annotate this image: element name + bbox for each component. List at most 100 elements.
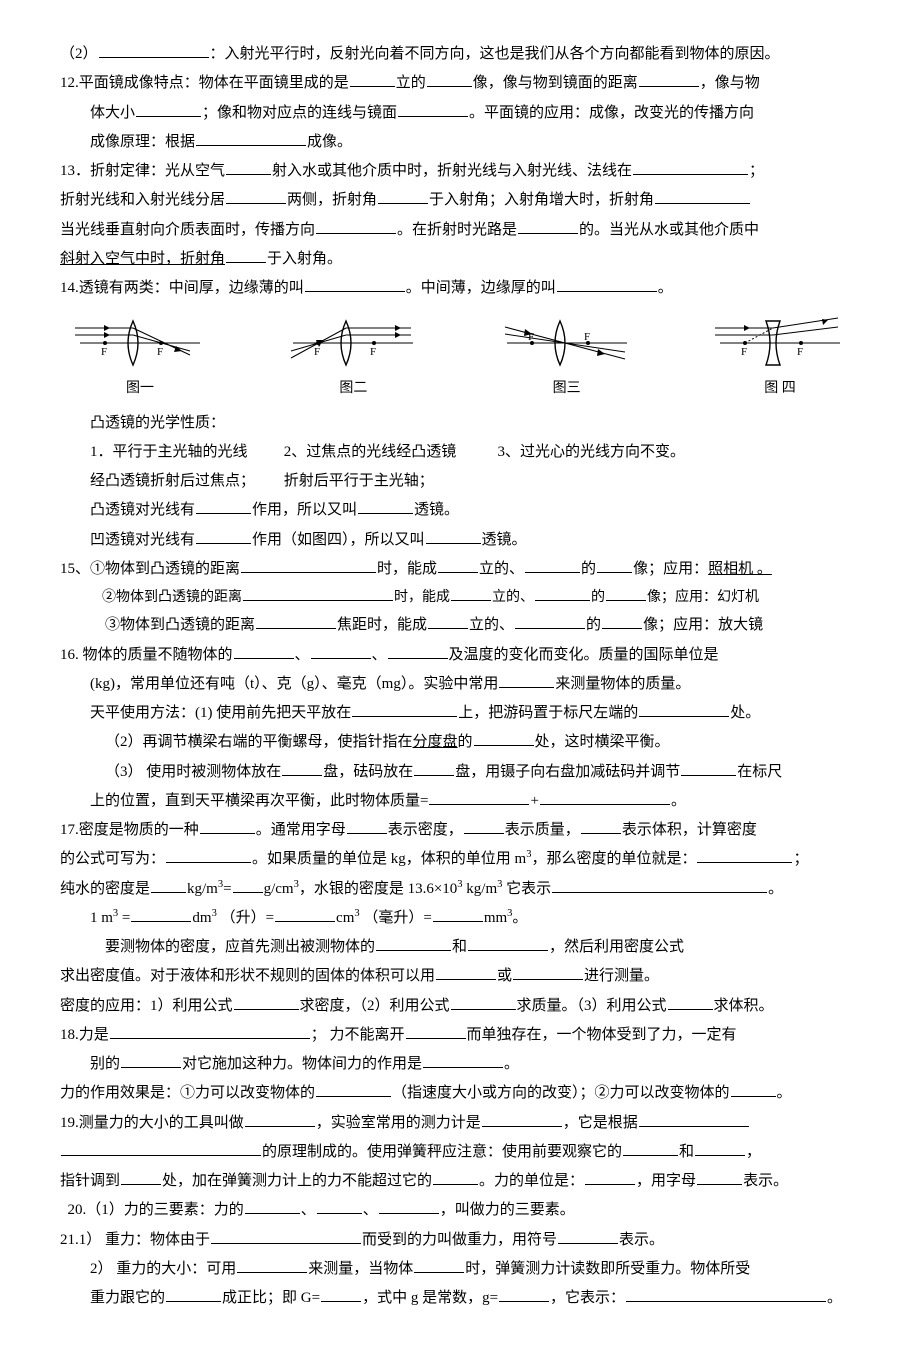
blank xyxy=(639,71,699,87)
svg-text:F: F xyxy=(797,346,803,358)
t: 而单独存在，一个物体受到了力，一定有 xyxy=(467,1027,737,1043)
t: 2、过焦点的光线经凸透镜 xyxy=(284,438,494,467)
t: 的公式可写为： xyxy=(60,851,165,867)
blank xyxy=(438,557,478,573)
q20: 20.（1）力的三要素：力的、、，叫做力的三要素。 xyxy=(60,1196,860,1225)
t: 的原理制成的。使用弹簧秤应注意：使用前要观察它的 xyxy=(262,1144,622,1160)
diagram-3: F F 图三 xyxy=(497,313,637,402)
blank xyxy=(196,130,306,146)
t: 别的 xyxy=(90,1056,120,1072)
t: 18.力是 xyxy=(60,1027,109,1043)
blank xyxy=(317,1198,362,1214)
blank xyxy=(433,1169,478,1185)
convex-properties: 凸透镜的光学性质： 1．平行于主光轴的光线 2、过焦点的光线经凸透镜 3、过光心… xyxy=(60,409,860,555)
t: 像；应用：幻灯机 xyxy=(647,590,759,605)
blank xyxy=(581,818,621,834)
q14: 14.透镜有两类：中间厚，边缘薄的叫。中间薄，边缘厚的叫。 xyxy=(60,274,860,303)
blank xyxy=(398,101,468,117)
t: ， xyxy=(746,1144,761,1160)
blank xyxy=(428,613,468,629)
blank xyxy=(347,818,387,834)
t: 12.平面镜成像特点：物体在平面镜里成的是 xyxy=(60,75,349,91)
blank xyxy=(681,760,736,776)
l3: ③物体到凸透镜的距离焦距时，能成立的、的像；应用：放大镜 xyxy=(60,611,860,640)
t: （3） 使用时被测物体放在 xyxy=(105,764,281,780)
blank xyxy=(697,1169,742,1185)
blank xyxy=(423,1052,503,1068)
label: 图二 xyxy=(283,375,423,402)
t: 19.测量力的大小的工具叫做 xyxy=(60,1115,244,1131)
t: 处，这时横梁平衡。 xyxy=(535,734,670,750)
blank xyxy=(414,760,454,776)
t: = xyxy=(223,881,231,897)
t: 像，像与物到镜面的距离 xyxy=(473,75,638,91)
blank xyxy=(226,247,266,263)
t: 13．折射定律：光从空气 xyxy=(60,163,225,179)
t: 14.透镜有两类：中间厚，边缘薄的叫 xyxy=(60,280,304,296)
t: 1 m xyxy=(90,910,113,926)
t: ，叫做力的三要素。 xyxy=(440,1202,575,1218)
blank xyxy=(427,71,472,87)
line3: 成像原理：根据成像。 xyxy=(60,128,860,157)
l5: 要测物体的密度，应首先测出被测物体的和，然后利用密度公式 xyxy=(60,933,860,962)
t: 。通常用字母 xyxy=(256,822,346,838)
t: 或 xyxy=(497,968,512,984)
t: 重力跟它的 xyxy=(90,1290,165,1306)
t: 纯水的密度是 xyxy=(60,881,150,897)
t: 。 xyxy=(777,1085,792,1101)
blank xyxy=(557,276,657,292)
blank xyxy=(316,1081,391,1097)
t: 表示密度， xyxy=(388,822,463,838)
t: 。力的单位是： xyxy=(479,1173,584,1189)
blank xyxy=(305,276,405,292)
blank xyxy=(121,1052,181,1068)
t: 求质量。（3）利用公式 xyxy=(517,998,667,1014)
diagram-4: F F 图 四 xyxy=(710,313,850,402)
t: 15、①物体到凸透镜的距离 xyxy=(60,561,240,577)
t: 。 xyxy=(504,1056,519,1072)
q13: 13．折射定律：光从空气射入水或其他介质中时，折射光线与入射光线、法线在； 折射… xyxy=(60,157,860,274)
lens-convex-center-icon: F F xyxy=(497,313,637,373)
blank xyxy=(585,1169,635,1185)
t: mm xyxy=(484,910,507,926)
t: 立的、 xyxy=(479,561,524,577)
t: 20.（1）力的三要素：力的 xyxy=(68,1202,244,1218)
t: 凹透镜对光线有 xyxy=(90,532,195,548)
t: 进行测量。 xyxy=(584,968,659,984)
blank xyxy=(350,71,395,87)
blank xyxy=(499,672,554,688)
blank xyxy=(474,730,534,746)
prefix: （2） xyxy=(60,46,98,62)
row2: 经凸透镜折射后过焦点； 折射后平行于主光轴； xyxy=(60,467,860,496)
t: (kg)，常用单位还有吨（t）、克（g）、毫克（mg）。实验中常用 xyxy=(90,676,498,692)
t: 上的位置，直到天平横梁再次平衡，此时物体质量= xyxy=(90,793,428,809)
svg-text:F: F xyxy=(370,346,376,358)
t: 体大小 xyxy=(90,105,135,121)
lens-diagrams: F F 图一 F F 图二 F F 图三 xyxy=(60,313,860,402)
blank xyxy=(731,1081,776,1097)
blank xyxy=(558,1228,618,1244)
blank xyxy=(525,557,580,573)
lens-concave-icon: F F xyxy=(710,313,850,373)
t: 表示。 xyxy=(619,1232,664,1248)
t: ，它表示： xyxy=(550,1290,625,1306)
blank xyxy=(623,1140,678,1156)
t: 于入射角。 xyxy=(267,251,342,267)
t: dm xyxy=(192,910,211,926)
blank xyxy=(131,906,191,922)
t: 凸透镜对光线有 xyxy=(90,502,195,518)
t: 求出密度值。对于液体和形状不规则的固体的体积可以用 xyxy=(60,968,435,984)
t: 3、过光心的光线方向不变。 xyxy=(498,444,686,460)
l6: 上的位置，直到天平横梁再次平衡，此时物体质量=+。 xyxy=(60,787,860,816)
t: 立的、 xyxy=(469,617,514,633)
t: 立的、 xyxy=(492,590,534,605)
t: 表示。 xyxy=(743,1173,788,1189)
t: ，用字母 xyxy=(636,1173,696,1189)
t: ，式中 g 是常数，g= xyxy=(362,1290,498,1306)
t: 、 xyxy=(295,647,310,663)
t: （2）再调节横梁右端的平衡螺母，使指针指在 xyxy=(105,734,413,750)
t: 立的 xyxy=(396,75,426,91)
q16: 16. 物体的质量不随物体的、、及温度的变化而变化。质量的国际单位是 (kg)，… xyxy=(60,641,860,817)
t: 时，弹簧测力计读数即所受重力。物体所受 xyxy=(465,1261,750,1277)
lens-convex-parallel-icon: F F xyxy=(70,313,210,373)
